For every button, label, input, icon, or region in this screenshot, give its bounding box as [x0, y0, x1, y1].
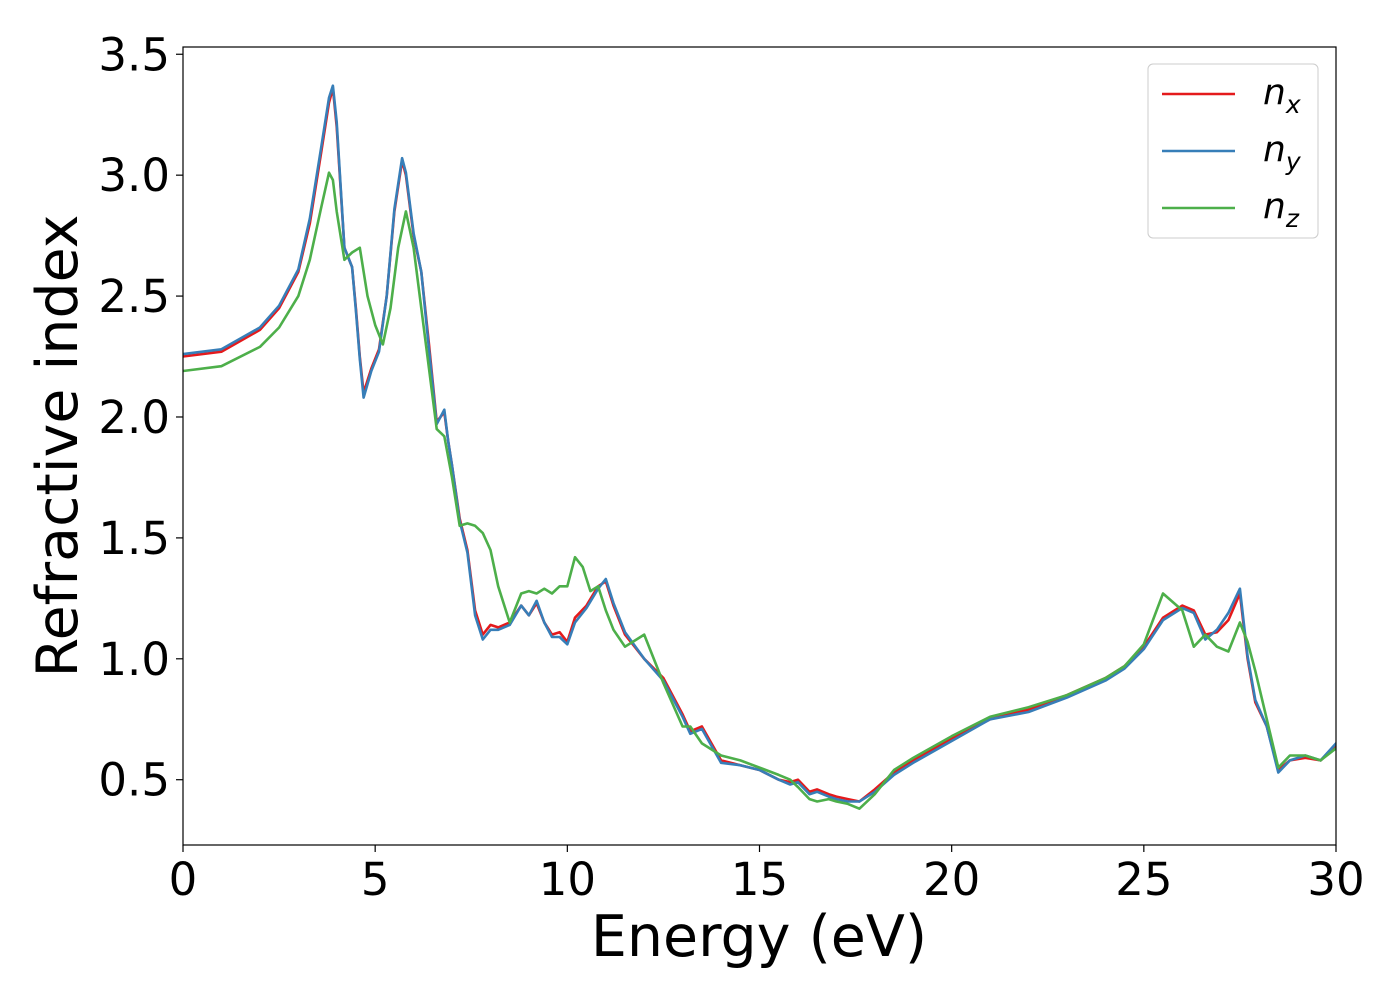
y-tick-label: 2.0: [98, 391, 170, 444]
y-axis-title: Refractive index: [25, 215, 91, 678]
y-tick-label: 3.0: [98, 149, 170, 202]
x-axis-title: Energy (eV): [591, 904, 927, 970]
series-layer: [183, 84, 1336, 811]
x-tick-label: 20: [923, 853, 980, 906]
series-line-z: [183, 171, 1336, 811]
y-tick-label: 1.5: [98, 512, 170, 565]
x-tick-label: 15: [731, 853, 788, 906]
y-tick-label: 2.5: [98, 270, 170, 323]
y-tick-label: 0.5: [98, 754, 170, 807]
x-tick-label: 25: [1115, 853, 1172, 906]
y-axis-ticks: 0.5 1.0 1.5 2.0 2.5 3.0 3.5: [98, 28, 183, 807]
series-line-y: [183, 84, 1336, 803]
x-tick-label: 0: [169, 853, 198, 906]
y-tick-label: 1.0: [98, 633, 170, 686]
x-tick-label: 10: [539, 853, 596, 906]
x-tick-label: 5: [361, 853, 390, 906]
x-tick-label: 30: [1307, 853, 1364, 906]
y-tick-label: 3.5: [98, 28, 170, 81]
x-axis-ticks: 0 5 10 15 20 25 30: [169, 845, 1365, 906]
